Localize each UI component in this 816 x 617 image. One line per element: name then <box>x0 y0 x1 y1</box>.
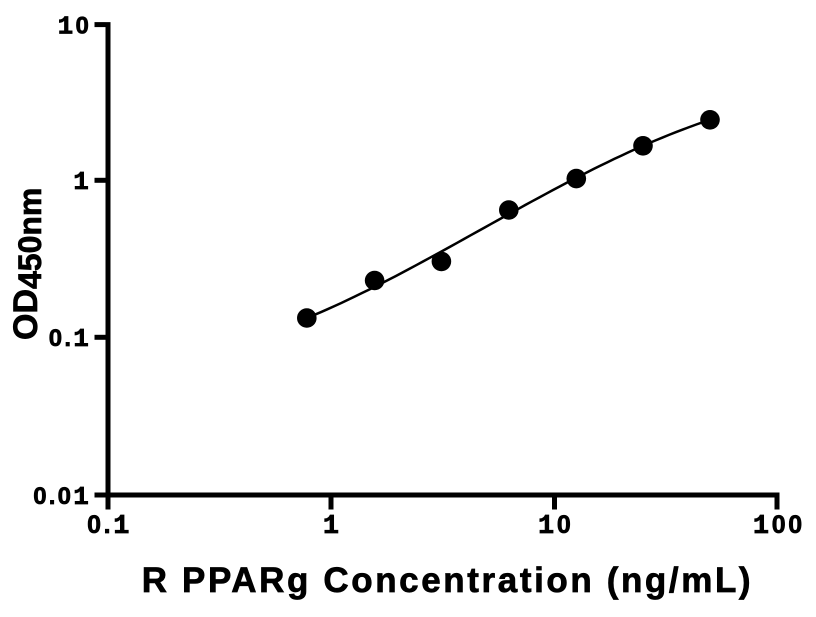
svg-text:OD450nm: OD450nm <box>7 188 48 340</box>
svg-text:100: 100 <box>753 511 805 542</box>
svg-text:0.01: 0.01 <box>33 482 91 512</box>
svg-text:R PPARg Concentration (ng/mL): R PPARg Concentration (ng/mL) <box>142 561 753 600</box>
svg-text:10: 10 <box>538 511 573 542</box>
svg-text:1: 1 <box>323 512 342 542</box>
svg-text:1: 1 <box>73 167 91 197</box>
svg-text:0.1: 0.1 <box>49 324 91 354</box>
svg-text:0.1: 0.1 <box>87 511 132 542</box>
svg-text:10: 10 <box>58 11 91 41</box>
